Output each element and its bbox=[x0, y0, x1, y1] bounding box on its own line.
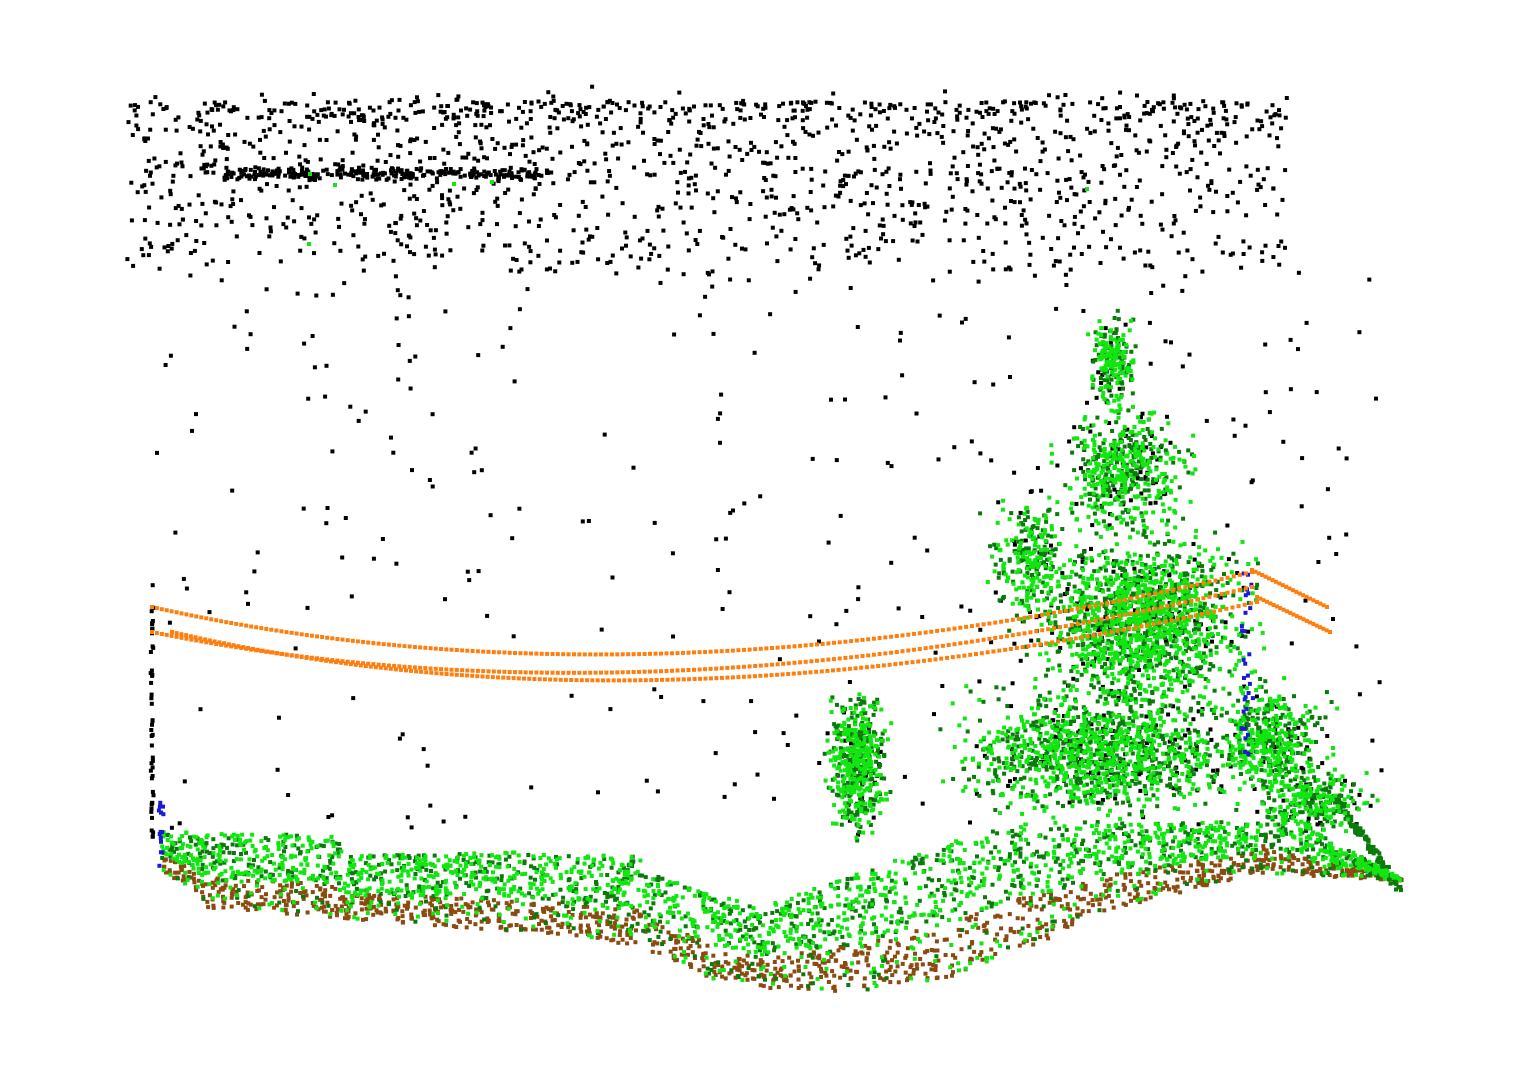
power-line-points bbox=[150, 568, 1332, 683]
dark-vegetation-points bbox=[160, 308, 1403, 992]
ground-points bbox=[161, 844, 1404, 993]
unclassified-points bbox=[125, 84, 1384, 839]
pole-points bbox=[156, 571, 1255, 868]
bright-vegetation-points bbox=[160, 172, 1402, 991]
